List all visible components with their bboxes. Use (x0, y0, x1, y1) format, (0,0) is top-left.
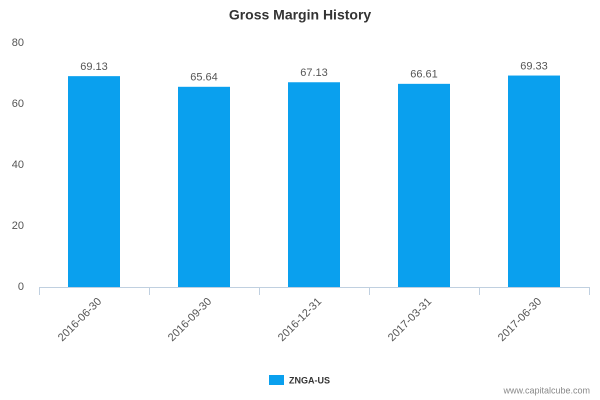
value-label: 66.61 (410, 69, 438, 81)
bar (508, 75, 560, 287)
y-tick-label: 40 (12, 159, 24, 171)
legend-label: ZNGA-US (289, 375, 330, 385)
bar (178, 86, 230, 287)
value-label: 69.33 (520, 60, 548, 72)
legend-swatch (269, 375, 284, 385)
bar (398, 83, 450, 287)
x-tick-label: 2016-06-30 (56, 296, 104, 344)
x-tick-label: 2016-09-30 (166, 296, 214, 344)
bar (68, 76, 120, 287)
x-tick-label: 2016-12-31 (276, 296, 324, 344)
chart-title: Gross Margin History (229, 7, 372, 23)
value-label: 65.64 (190, 72, 218, 84)
value-label: 69.13 (80, 61, 108, 73)
y-tick-label: 20 (12, 220, 24, 232)
bar (288, 82, 340, 287)
y-tick-label: 80 (12, 37, 24, 49)
x-tick-label: 2017-03-31 (386, 296, 434, 344)
watermark: www.capitalcube.com (502, 385, 590, 395)
y-tick-label: 60 (12, 98, 24, 110)
x-tick-label: 2017-06-30 (496, 296, 544, 344)
value-label: 67.13 (300, 67, 328, 79)
y-tick-label: 0 (18, 281, 24, 293)
